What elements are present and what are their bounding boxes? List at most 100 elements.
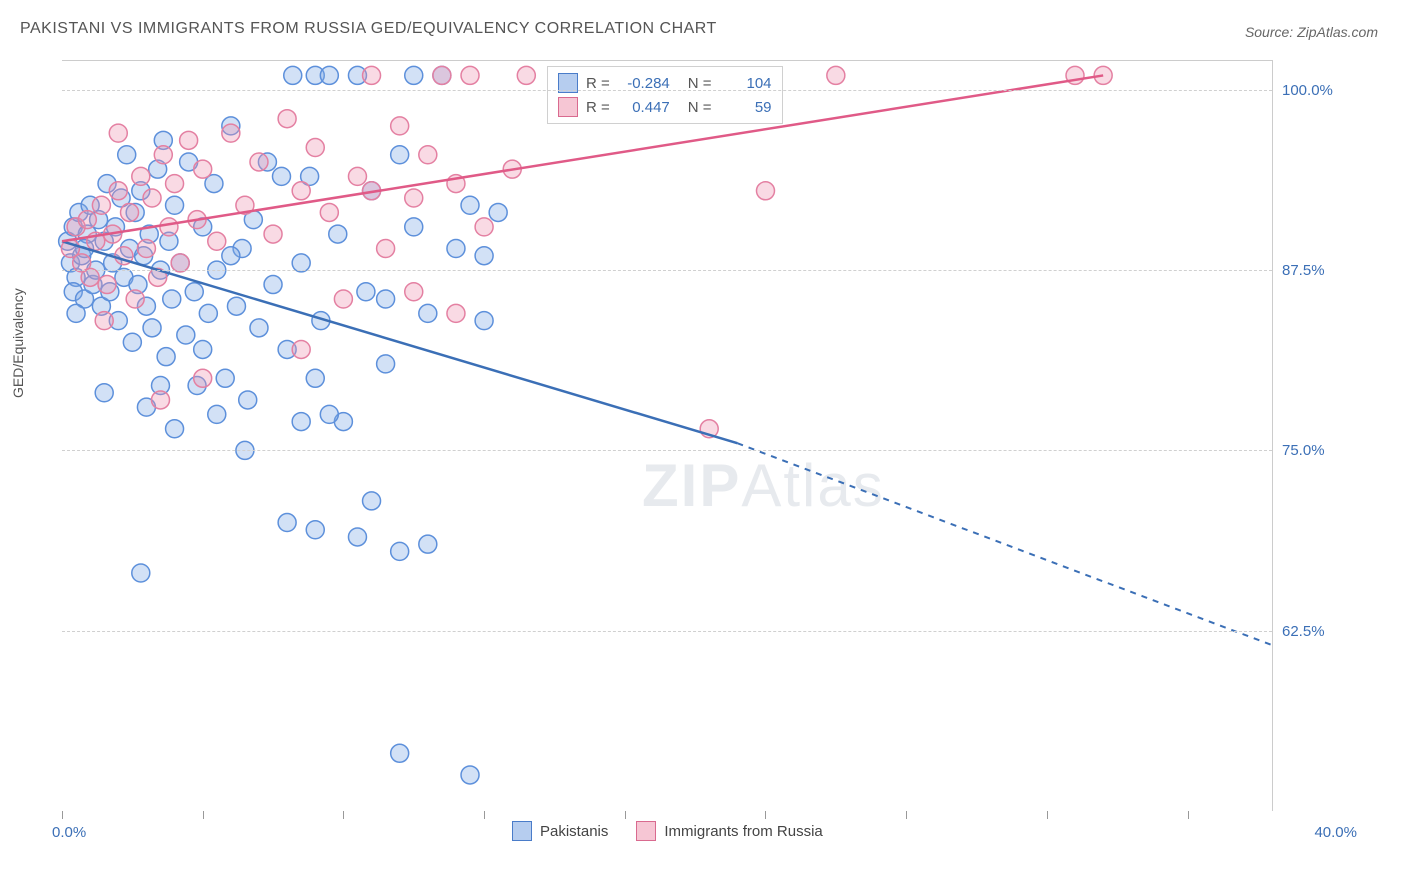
gridline [62, 631, 1272, 632]
data-point-pakistanis [67, 304, 85, 322]
x-tick [1047, 811, 1048, 819]
data-point-pakistanis [363, 492, 381, 510]
data-point-pakistanis [329, 225, 347, 243]
data-point-pakistanis [419, 304, 437, 322]
data-point-russia [377, 240, 395, 258]
data-point-russia [95, 312, 113, 330]
data-point-russia [126, 290, 144, 308]
legend-item-russia: Immigrants from Russia [636, 821, 822, 841]
y-tick-label: 75.0% [1282, 442, 1342, 459]
x-tick [62, 811, 63, 819]
x-tick [625, 811, 626, 819]
data-point-pakistanis [208, 405, 226, 423]
data-point-russia [461, 66, 479, 84]
data-point-pakistanis [118, 146, 136, 164]
data-point-pakistanis [166, 420, 184, 438]
gridline [62, 90, 1272, 91]
bottom-legend: Pakistanis Immigrants from Russia [512, 821, 823, 841]
trend-line-dash-pakistanis [737, 443, 1272, 645]
data-point-pakistanis [194, 340, 212, 358]
data-point-pakistanis [306, 369, 324, 387]
data-point-russia [334, 290, 352, 308]
data-point-pakistanis [377, 355, 395, 373]
gridline [62, 450, 1272, 451]
stats-row-pink: R = 0.447 N = 59 [558, 95, 772, 119]
data-point-russia [208, 232, 226, 250]
data-point-russia [143, 189, 161, 207]
data-point-russia [419, 146, 437, 164]
data-point-pakistanis [250, 319, 268, 337]
data-point-russia [756, 182, 774, 200]
data-point-russia [250, 153, 268, 171]
data-point-russia [405, 283, 423, 301]
data-point-russia [109, 182, 127, 200]
source-label: Source: ZipAtlas.com [1245, 24, 1378, 40]
legend-label-russia: Immigrants from Russia [664, 823, 822, 840]
data-point-pakistanis [199, 304, 217, 322]
data-point-russia [160, 218, 178, 236]
data-point-russia [154, 146, 172, 164]
data-point-pakistanis [95, 384, 113, 402]
x-tick [765, 811, 766, 819]
data-point-pakistanis [177, 326, 195, 344]
x-tick [484, 811, 485, 819]
data-point-pakistanis [405, 218, 423, 236]
data-point-russia [132, 167, 150, 185]
data-point-pakistanis [222, 247, 240, 265]
data-point-russia [92, 196, 110, 214]
data-point-russia [348, 167, 366, 185]
x-tick [1188, 811, 1189, 819]
y-tick-label: 100.0% [1282, 82, 1342, 99]
x-axis-start-label: 0.0% [52, 824, 86, 841]
legend-item-pakistanis: Pakistanis [512, 821, 608, 841]
swatch-pink-icon [636, 821, 656, 841]
n-label: N = [688, 99, 712, 116]
gridline [62, 270, 1272, 271]
data-point-russia [475, 218, 493, 236]
legend-label-pakistanis: Pakistanis [540, 823, 608, 840]
swatch-pink-icon [558, 97, 578, 117]
data-point-pakistanis [157, 348, 175, 366]
data-point-russia [320, 203, 338, 221]
data-point-pakistanis [391, 744, 409, 762]
data-point-russia [391, 117, 409, 135]
data-point-pakistanis [264, 276, 282, 294]
chart-svg [62, 61, 1272, 811]
trend-line-pakistanis [62, 241, 737, 443]
data-point-pakistanis [461, 766, 479, 784]
data-point-russia [264, 225, 282, 243]
data-point-pakistanis [405, 66, 423, 84]
data-point-pakistanis [143, 319, 161, 337]
y-tick-label: 87.5% [1282, 262, 1342, 279]
data-point-pakistanis [132, 564, 150, 582]
stats-row-blue: R = -0.284 N = 104 [558, 71, 772, 95]
data-point-pakistanis [166, 196, 184, 214]
data-point-pakistanis [447, 240, 465, 258]
data-point-russia [447, 304, 465, 322]
data-point-russia [222, 124, 240, 142]
data-point-russia [109, 124, 127, 142]
data-point-pakistanis [320, 66, 338, 84]
data-point-russia [180, 131, 198, 149]
data-point-pakistanis [475, 312, 493, 330]
data-point-pakistanis [489, 203, 507, 221]
data-point-pakistanis [320, 405, 338, 423]
chart-plot-area: ZIPAtlas R = -0.284 N = 104 R = 0.447 N … [62, 60, 1273, 811]
data-point-pakistanis [391, 146, 409, 164]
data-point-russia [194, 160, 212, 178]
data-point-pakistanis [185, 283, 203, 301]
data-point-pakistanis [284, 66, 302, 84]
data-point-pakistanis [272, 167, 290, 185]
y-axis-title: GED/Equivalency [10, 288, 26, 398]
chart-title: PAKISTANI VS IMMIGRANTS FROM RUSSIA GED/… [20, 20, 717, 38]
data-point-pakistanis [123, 333, 141, 351]
x-tick [906, 811, 907, 819]
data-point-russia [151, 391, 169, 409]
x-tick [203, 811, 204, 819]
data-point-pakistanis [475, 247, 493, 265]
data-point-russia [278, 110, 296, 128]
data-point-russia [78, 211, 96, 229]
x-tick [343, 811, 344, 819]
data-point-russia [292, 182, 310, 200]
data-point-pakistanis [419, 535, 437, 553]
